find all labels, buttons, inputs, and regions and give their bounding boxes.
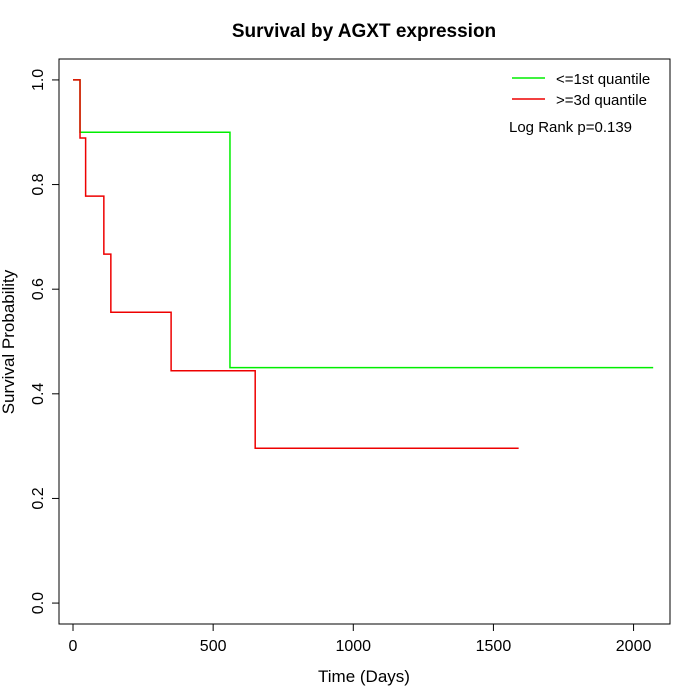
plot-frame: [58, 58, 671, 625]
x-tick-label: 2000: [616, 638, 652, 655]
x-axis-label: Time (Days): [318, 667, 410, 686]
y-axis: 0.0 0.2 0.4 0.6 0.8 1.0: [30, 69, 60, 614]
series-line-1: [73, 79, 519, 449]
x-tick-label: 0: [69, 638, 78, 655]
y-axis-label: Survival Probability: [0, 269, 18, 414]
legend: <=1st quantile >=3d quantile Log Rank p=…: [509, 71, 650, 136]
y-tick-label: 0.2: [30, 487, 47, 509]
y-tick-label: 1.0: [30, 69, 47, 91]
y-tick-label: 0.8: [30, 173, 47, 195]
x-tick-label: 1000: [335, 638, 371, 655]
x-tick-label: 500: [200, 638, 227, 655]
series-layer: [73, 79, 654, 449]
x-tick-label: 1500: [476, 638, 512, 655]
log-rank-annotation: Log Rank p=0.139: [509, 119, 632, 136]
chart-title: Survival by AGXT expression: [232, 21, 496, 42]
y-tick-label: 0.6: [30, 278, 47, 300]
x-axis: 0 500 1000 1500 2000: [69, 623, 652, 655]
legend-label-series-1: >=3d quantile: [556, 92, 647, 109]
legend-label-series-0: <=1st quantile: [556, 71, 650, 88]
y-tick-label: 0.0: [30, 592, 47, 614]
y-tick-label: 0.4: [30, 383, 47, 405]
